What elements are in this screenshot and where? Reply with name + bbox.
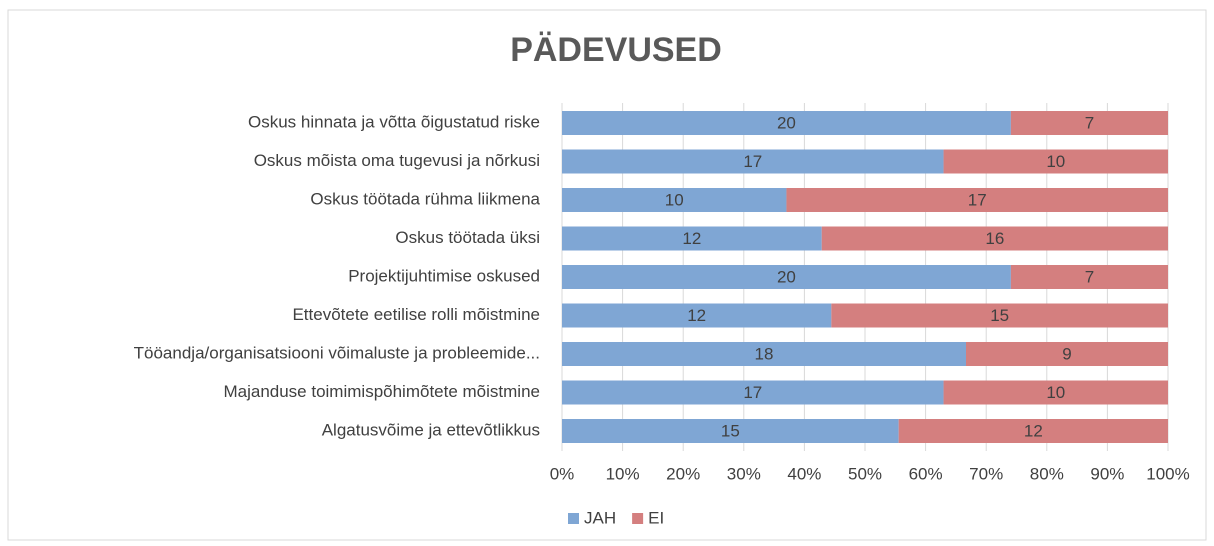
x-tick-label: 80% xyxy=(1030,464,1064,483)
legend-label: JAH xyxy=(584,508,616,527)
bar-segment xyxy=(562,265,1011,289)
y-tick-label: Algatusvõime ja ettevõtlikkus xyxy=(322,420,540,439)
bar-segment xyxy=(562,303,832,328)
data-label: 10 xyxy=(665,190,684,209)
data-label: 15 xyxy=(721,421,740,440)
data-label: 18 xyxy=(755,344,774,363)
legend-swatch xyxy=(632,513,644,524)
bar-segment xyxy=(966,342,1168,366)
data-label: 9 xyxy=(1062,344,1071,363)
x-tick-label: 30% xyxy=(727,464,761,483)
data-label: 20 xyxy=(777,113,796,132)
data-label: 12 xyxy=(1024,421,1043,440)
data-label: 17 xyxy=(968,190,987,209)
data-label: 15 xyxy=(990,306,1009,325)
bar-segment xyxy=(1010,111,1168,135)
x-tick-label: 40% xyxy=(787,464,821,483)
bar-segment xyxy=(898,419,1168,443)
bar-segment xyxy=(943,149,1168,174)
bar-segment xyxy=(786,188,1168,212)
data-label: 16 xyxy=(985,229,1004,248)
data-label: 7 xyxy=(1085,267,1094,286)
bar-segment xyxy=(821,226,1168,251)
bar-segment xyxy=(831,303,1168,328)
data-label: 10 xyxy=(1046,383,1065,402)
bar-segment xyxy=(562,149,944,174)
bar-segment xyxy=(562,226,822,251)
x-tick-label: 20% xyxy=(666,464,700,483)
x-tick-label: 50% xyxy=(848,464,882,483)
y-tick-label: Majanduse toimimispõhimõtete mõistmine xyxy=(223,382,540,401)
data-label: 17 xyxy=(743,383,762,402)
data-label: 12 xyxy=(682,229,701,248)
bar-segment xyxy=(562,342,966,366)
data-label: 10 xyxy=(1046,152,1065,171)
y-tick-label: Oskus mõista oma tugevusi ja nõrkusi xyxy=(254,151,540,170)
y-tick-label: Oskus töötada üksi xyxy=(395,228,540,247)
data-label: 7 xyxy=(1085,113,1094,132)
x-tick-label: 0% xyxy=(550,464,575,483)
y-tick-label: Oskus töötada rühma liikmena xyxy=(310,189,540,208)
x-tick-label: 10% xyxy=(606,464,640,483)
legend-swatch xyxy=(568,513,579,524)
bar-segment xyxy=(562,419,899,443)
y-tick-label: Ettevõtete eetilise rolli mõistmine xyxy=(292,305,540,324)
bar-segment xyxy=(562,111,1011,135)
y-tick-label: Projektijuhtimise oskused xyxy=(348,266,540,285)
data-label: 12 xyxy=(687,306,706,325)
data-label: 17 xyxy=(743,152,762,171)
y-tick-label: Tööandja/organisatsiooni võimaluste ja p… xyxy=(134,343,540,362)
x-tick-label: 100% xyxy=(1146,464,1189,483)
data-label: 20 xyxy=(777,267,796,286)
bar-segment xyxy=(562,188,787,212)
y-tick-label: Oskus hinnata ja võtta õigustatud riske xyxy=(248,112,540,131)
bar-segment xyxy=(943,380,1168,405)
x-tick-label: 60% xyxy=(909,464,943,483)
x-tick-label: 70% xyxy=(969,464,1003,483)
chart-title: PÄDEVUSED xyxy=(510,31,722,69)
legend-label: EI xyxy=(648,508,664,527)
x-tick-label: 90% xyxy=(1090,464,1124,483)
bar-segment xyxy=(562,380,944,405)
bar-segment xyxy=(1010,265,1168,289)
